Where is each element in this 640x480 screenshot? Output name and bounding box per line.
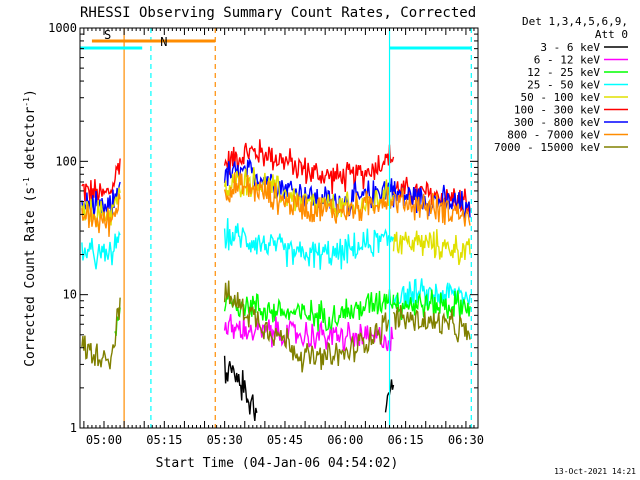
y-axis-label-part: Corrected Count Rate (s	[23, 187, 38, 367]
x-tick-label-1: 05:15	[146, 433, 182, 447]
x-tick-label-3: 05:45	[267, 433, 303, 447]
legend-header-1: Att 0	[595, 28, 628, 41]
y-tick-label-2: 100	[55, 154, 77, 168]
footer-timestamp: 13-Oct-2021 14:21	[554, 467, 636, 476]
x-tick-label-0: 05:00	[86, 433, 122, 447]
x-tick-label-6: 06:30	[448, 433, 484, 447]
legend-entry-label-6: 300 - 800 keV	[514, 116, 600, 129]
y-axis-label-end: )	[23, 89, 38, 97]
legend-entry-label-1: 6 - 12 keV	[534, 54, 601, 67]
series-line-2-seg-2	[392, 229, 471, 266]
y-axis-label: Corrected Count Rate (s-1 detector-1)	[22, 89, 38, 367]
series-line-6-seg-0	[223, 314, 394, 352]
y-axis-label-sup1: -1	[22, 177, 31, 187]
series-line-0-seg-1	[223, 139, 395, 195]
series-line-2-seg-1	[223, 167, 395, 218]
legend-entry-label-0: 3 - 6 keV	[540, 41, 600, 54]
x-tick-label-2: 05:30	[207, 433, 243, 447]
series-line-0-seg-0	[81, 158, 121, 202]
axes-frame	[79, 27, 479, 429]
legend-entry-label-8: 7000 - 15000 keV	[494, 141, 600, 154]
flag-label-1: N	[160, 35, 167, 49]
series-line-7-seg-1	[223, 280, 390, 373]
y-tick-label-1: 10	[63, 288, 77, 302]
series-line-8-seg-0	[223, 355, 258, 421]
legend-entry-label-7: 800 - 7000 keV	[507, 129, 600, 142]
series-line-5-seg-1	[223, 289, 395, 333]
x-tick-label-5: 06:15	[388, 433, 424, 447]
legend-entry-label-4: 50 - 100 keV	[521, 91, 601, 104]
series-line-1-seg-1	[223, 157, 395, 217]
axes: 1 10 100 1000 05:00 05:15 05:30 05:45 06:00 06:15…	[48, 21, 484, 447]
series-line-3-seg-1	[223, 172, 395, 224]
series-line-7-seg-0	[81, 297, 121, 370]
legend-entry-label-2: 12 - 25 keV	[527, 66, 600, 79]
y-axis-label-sup2: -1	[22, 97, 31, 107]
legend-entry-label-5: 100 - 300 keV	[514, 104, 600, 117]
legend-header-0: Det 1,3,4,5,6,9,	[522, 15, 628, 28]
legend-entry-label-3: 25 - 50 keV	[527, 79, 600, 92]
x-tick-label-4: 06:00	[327, 433, 363, 447]
series-line-3-seg-2	[392, 187, 471, 227]
series-line-3-seg-0	[81, 193, 121, 237]
flag-label-0: S	[104, 28, 111, 42]
series-line-4-seg-0	[81, 230, 121, 270]
y-axis-label-mid: detector	[23, 107, 38, 178]
chart-title: RHESSI Observing Summary Count Rates, Co…	[80, 5, 476, 21]
y-tick-label-0: 1	[70, 421, 77, 435]
series-line-5-seg-2	[392, 289, 471, 321]
series-line-7-seg-2	[392, 305, 471, 343]
y-tick-label-3: 1000	[48, 21, 77, 35]
series-line-4-seg-1	[223, 218, 395, 270]
x-axis-label: Start Time (04-Jan-06 04:54:02)	[156, 456, 399, 471]
